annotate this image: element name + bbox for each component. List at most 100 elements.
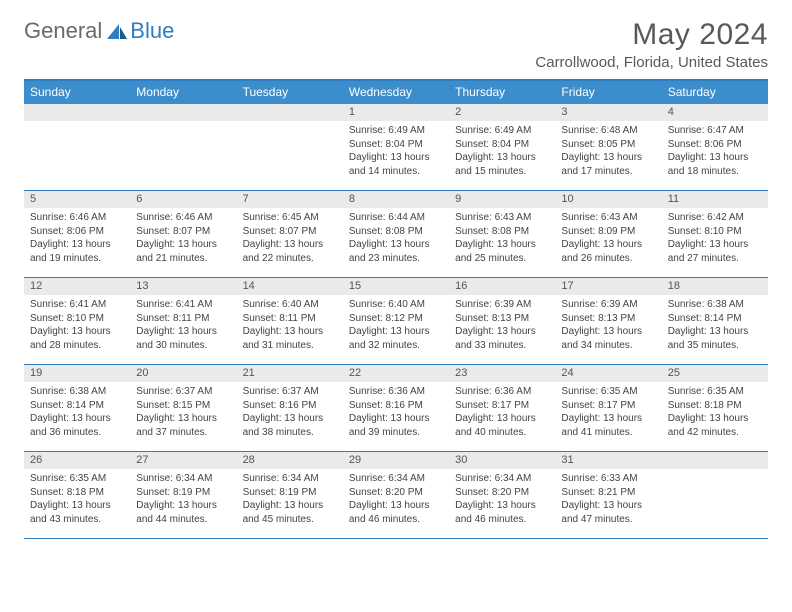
daylight-text: Daylight: 13 hours and 18 minutes. bbox=[668, 151, 762, 178]
day-number: 10 bbox=[555, 191, 661, 208]
day-cell: 20Sunrise: 6:37 AMSunset: 8:15 PMDayligh… bbox=[130, 365, 236, 451]
day-number: 24 bbox=[555, 365, 661, 382]
week-row: 1Sunrise: 6:49 AMSunset: 8:04 PMDaylight… bbox=[24, 104, 768, 191]
sunset-text: Sunset: 8:07 PM bbox=[243, 225, 337, 239]
day-cell: 11Sunrise: 6:42 AMSunset: 8:10 PMDayligh… bbox=[662, 191, 768, 277]
sunrise-text: Sunrise: 6:42 AM bbox=[668, 211, 762, 225]
day-body: Sunrise: 6:47 AMSunset: 8:06 PMDaylight:… bbox=[662, 121, 768, 182]
sunrise-text: Sunrise: 6:39 AM bbox=[455, 298, 549, 312]
daylight-text: Daylight: 13 hours and 34 minutes. bbox=[561, 325, 655, 352]
daylight-text: Daylight: 13 hours and 25 minutes. bbox=[455, 238, 549, 265]
day-number: 16 bbox=[449, 278, 555, 295]
day-cell: 29Sunrise: 6:34 AMSunset: 8:20 PMDayligh… bbox=[343, 452, 449, 538]
day-body: Sunrise: 6:42 AMSunset: 8:10 PMDaylight:… bbox=[662, 208, 768, 269]
day-body: Sunrise: 6:37 AMSunset: 8:15 PMDaylight:… bbox=[130, 382, 236, 443]
sunrise-text: Sunrise: 6:39 AM bbox=[561, 298, 655, 312]
day-body: Sunrise: 6:35 AMSunset: 8:17 PMDaylight:… bbox=[555, 382, 661, 443]
day-body: Sunrise: 6:44 AMSunset: 8:08 PMDaylight:… bbox=[343, 208, 449, 269]
sunrise-text: Sunrise: 6:35 AM bbox=[668, 385, 762, 399]
sunset-text: Sunset: 8:14 PM bbox=[30, 399, 124, 413]
sunset-text: Sunset: 8:19 PM bbox=[136, 486, 230, 500]
day-body: Sunrise: 6:39 AMSunset: 8:13 PMDaylight:… bbox=[555, 295, 661, 356]
dow-cell: Saturday bbox=[662, 81, 768, 104]
day-body: Sunrise: 6:34 AMSunset: 8:19 PMDaylight:… bbox=[130, 469, 236, 530]
sunset-text: Sunset: 8:05 PM bbox=[561, 138, 655, 152]
day-cell: 3Sunrise: 6:48 AMSunset: 8:05 PMDaylight… bbox=[555, 104, 661, 190]
sunrise-text: Sunrise: 6:41 AM bbox=[136, 298, 230, 312]
day-cell bbox=[662, 452, 768, 538]
sunrise-text: Sunrise: 6:46 AM bbox=[136, 211, 230, 225]
sunrise-text: Sunrise: 6:34 AM bbox=[455, 472, 549, 486]
sunset-text: Sunset: 8:20 PM bbox=[349, 486, 443, 500]
sunset-text: Sunset: 8:06 PM bbox=[668, 138, 762, 152]
day-cell bbox=[24, 104, 130, 190]
day-cell: 15Sunrise: 6:40 AMSunset: 8:12 PMDayligh… bbox=[343, 278, 449, 364]
calendar-page: General Blue May 2024 Carrollwood, Flori… bbox=[0, 0, 792, 549]
day-cell bbox=[237, 104, 343, 190]
day-body bbox=[237, 121, 343, 128]
sunrise-text: Sunrise: 6:34 AM bbox=[243, 472, 337, 486]
day-body: Sunrise: 6:43 AMSunset: 8:09 PMDaylight:… bbox=[555, 208, 661, 269]
sunset-text: Sunset: 8:08 PM bbox=[455, 225, 549, 239]
day-body bbox=[24, 121, 130, 128]
day-cell: 13Sunrise: 6:41 AMSunset: 8:11 PMDayligh… bbox=[130, 278, 236, 364]
day-number: 13 bbox=[130, 278, 236, 295]
dow-cell: Tuesday bbox=[237, 81, 343, 104]
day-number: 30 bbox=[449, 452, 555, 469]
day-number bbox=[237, 104, 343, 121]
sunrise-text: Sunrise: 6:37 AM bbox=[243, 385, 337, 399]
sunset-text: Sunset: 8:13 PM bbox=[561, 312, 655, 326]
daylight-text: Daylight: 13 hours and 28 minutes. bbox=[30, 325, 124, 352]
sunset-text: Sunset: 8:04 PM bbox=[455, 138, 549, 152]
day-cell: 28Sunrise: 6:34 AMSunset: 8:19 PMDayligh… bbox=[237, 452, 343, 538]
sunrise-text: Sunrise: 6:35 AM bbox=[30, 472, 124, 486]
day-cell: 30Sunrise: 6:34 AMSunset: 8:20 PMDayligh… bbox=[449, 452, 555, 538]
daylight-text: Daylight: 13 hours and 19 minutes. bbox=[30, 238, 124, 265]
daylight-text: Daylight: 13 hours and 26 minutes. bbox=[561, 238, 655, 265]
sunrise-text: Sunrise: 6:34 AM bbox=[349, 472, 443, 486]
day-number: 8 bbox=[343, 191, 449, 208]
sunset-text: Sunset: 8:21 PM bbox=[561, 486, 655, 500]
day-body: Sunrise: 6:43 AMSunset: 8:08 PMDaylight:… bbox=[449, 208, 555, 269]
day-body: Sunrise: 6:37 AMSunset: 8:16 PMDaylight:… bbox=[237, 382, 343, 443]
daylight-text: Daylight: 13 hours and 27 minutes. bbox=[668, 238, 762, 265]
dow-cell: Wednesday bbox=[343, 81, 449, 104]
day-cell: 10Sunrise: 6:43 AMSunset: 8:09 PMDayligh… bbox=[555, 191, 661, 277]
day-body: Sunrise: 6:40 AMSunset: 8:12 PMDaylight:… bbox=[343, 295, 449, 356]
sunset-text: Sunset: 8:18 PM bbox=[30, 486, 124, 500]
sunrise-text: Sunrise: 6:37 AM bbox=[136, 385, 230, 399]
day-cell: 17Sunrise: 6:39 AMSunset: 8:13 PMDayligh… bbox=[555, 278, 661, 364]
daylight-text: Daylight: 13 hours and 38 minutes. bbox=[243, 412, 337, 439]
day-body: Sunrise: 6:38 AMSunset: 8:14 PMDaylight:… bbox=[662, 295, 768, 356]
daylight-text: Daylight: 13 hours and 15 minutes. bbox=[455, 151, 549, 178]
daylight-text: Daylight: 13 hours and 33 minutes. bbox=[455, 325, 549, 352]
day-cell: 12Sunrise: 6:41 AMSunset: 8:10 PMDayligh… bbox=[24, 278, 130, 364]
day-body bbox=[130, 121, 236, 128]
daylight-text: Daylight: 13 hours and 32 minutes. bbox=[349, 325, 443, 352]
day-number: 21 bbox=[237, 365, 343, 382]
day-cell: 27Sunrise: 6:34 AMSunset: 8:19 PMDayligh… bbox=[130, 452, 236, 538]
day-cell: 2Sunrise: 6:49 AMSunset: 8:04 PMDaylight… bbox=[449, 104, 555, 190]
day-body: Sunrise: 6:34 AMSunset: 8:19 PMDaylight:… bbox=[237, 469, 343, 530]
day-number: 28 bbox=[237, 452, 343, 469]
day-cell: 8Sunrise: 6:44 AMSunset: 8:08 PMDaylight… bbox=[343, 191, 449, 277]
day-number: 17 bbox=[555, 278, 661, 295]
day-number: 6 bbox=[130, 191, 236, 208]
day-body: Sunrise: 6:34 AMSunset: 8:20 PMDaylight:… bbox=[343, 469, 449, 530]
sunrise-text: Sunrise: 6:41 AM bbox=[30, 298, 124, 312]
month-title: May 2024 bbox=[535, 18, 768, 52]
calendar-grid: SundayMondayTuesdayWednesdayThursdayFrid… bbox=[24, 79, 768, 539]
day-number: 1 bbox=[343, 104, 449, 121]
sunset-text: Sunset: 8:16 PM bbox=[349, 399, 443, 413]
dow-cell: Thursday bbox=[449, 81, 555, 104]
day-body: Sunrise: 6:34 AMSunset: 8:20 PMDaylight:… bbox=[449, 469, 555, 530]
daylight-text: Daylight: 13 hours and 21 minutes. bbox=[136, 238, 230, 265]
brand-part2: Blue bbox=[130, 18, 174, 44]
sunset-text: Sunset: 8:11 PM bbox=[136, 312, 230, 326]
day-cell: 23Sunrise: 6:36 AMSunset: 8:17 PMDayligh… bbox=[449, 365, 555, 451]
daylight-text: Daylight: 13 hours and 42 minutes. bbox=[668, 412, 762, 439]
sunrise-text: Sunrise: 6:49 AM bbox=[349, 124, 443, 138]
day-cell: 7Sunrise: 6:45 AMSunset: 8:07 PMDaylight… bbox=[237, 191, 343, 277]
brand-part1: General bbox=[24, 18, 102, 44]
sunrise-text: Sunrise: 6:35 AM bbox=[561, 385, 655, 399]
